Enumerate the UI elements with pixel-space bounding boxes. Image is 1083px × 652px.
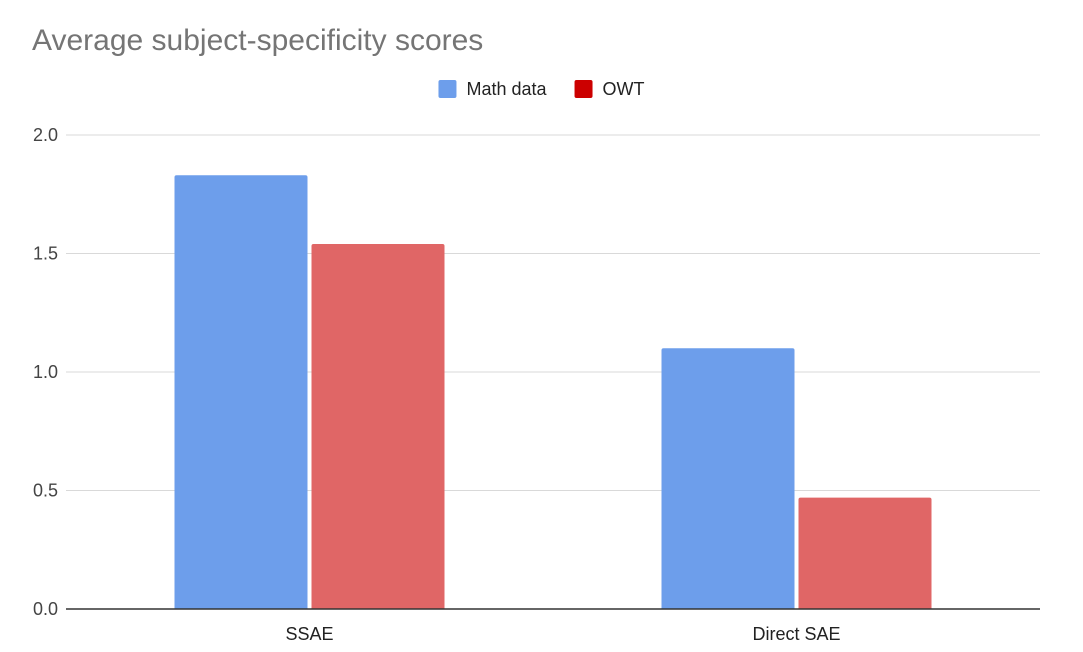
chart-title: Average subject-specificity scores (32, 24, 483, 57)
bar-owt-direct-sae (798, 497, 932, 609)
legend: Math data OWT (438, 79, 645, 99)
legend-label: OWT (603, 79, 645, 99)
bar-math-data-ssae (174, 175, 308, 610)
legend-item: OWT (574, 79, 645, 99)
y-tick-label: 1.0 (33, 362, 58, 382)
x-axis: SSAE Direct SAE (66, 608, 1040, 644)
y-tick-label: 1.5 (33, 244, 58, 264)
legend-swatch (574, 80, 593, 98)
x-category-label: Direct SAE (752, 624, 840, 644)
y-axis: 0.0 0.5 1.0 1.5 2.0 (33, 125, 58, 619)
legend-swatch (438, 80, 457, 98)
y-tick-label: 0.0 (33, 599, 58, 619)
bar-math-data-direct-sae (661, 348, 795, 609)
x-category-label: SSAE (285, 624, 333, 644)
bars (174, 175, 932, 610)
legend-label: Math data (466, 79, 547, 99)
legend-item: Math data (438, 79, 548, 99)
y-tick-label: 2.0 (33, 125, 58, 145)
bar-owt-ssae (311, 244, 445, 609)
y-tick-label: 0.5 (33, 481, 58, 501)
